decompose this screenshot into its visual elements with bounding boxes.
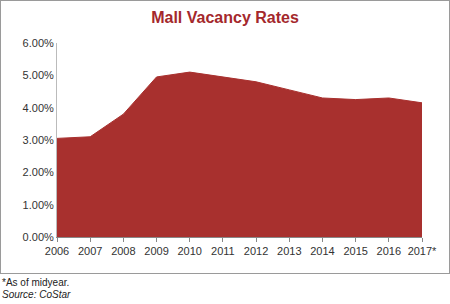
svg-text:2014: 2014	[310, 245, 334, 257]
svg-text:2011: 2011	[211, 245, 235, 257]
svg-text:2008: 2008	[111, 245, 135, 257]
svg-text:Mall Vacancy Rates: Mall Vacancy Rates	[151, 9, 299, 26]
html-text:*As of midyear.: *As of midyear.	[2, 277, 70, 288]
svg-text:3.00%: 3.00%	[23, 134, 54, 146]
svg-text:2.00%: 2.00%	[23, 166, 54, 178]
svg-text:2016: 2016	[377, 245, 401, 257]
svg-text:0.00%: 0.00%	[23, 231, 54, 243]
svg-text:5.00%: 5.00%	[23, 69, 54, 81]
svg-text:2015: 2015	[343, 245, 367, 257]
svg-text:2007: 2007	[78, 245, 102, 257]
svg-text:2009: 2009	[144, 245, 168, 257]
svg-text:1.00%: 1.00%	[23, 199, 54, 211]
svg-text:2006: 2006	[45, 245, 69, 257]
svg-text:6.00%: 6.00%	[23, 37, 54, 49]
svg-text:2010: 2010	[177, 245, 201, 257]
svg-text:2013: 2013	[277, 245, 301, 257]
svg-text:4.00%: 4.00%	[23, 102, 54, 114]
svg-text:2012: 2012	[244, 245, 268, 257]
svg-text:2017*: 2017*	[408, 245, 437, 257]
html-text:Source: CoStar: Source: CoStar	[2, 289, 71, 300]
